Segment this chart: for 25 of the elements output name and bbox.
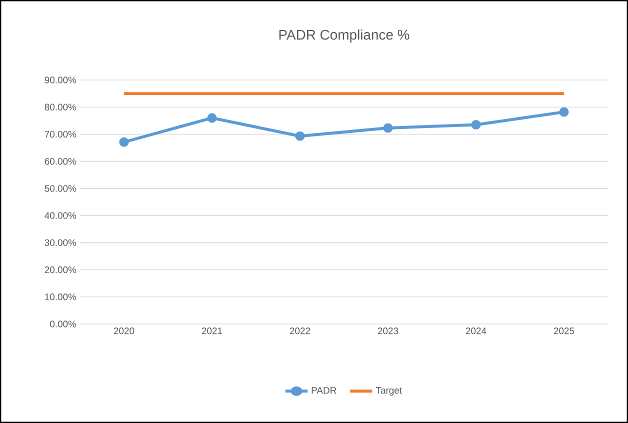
y-tick-label: 10.00% — [45, 294, 76, 300]
point — [559, 107, 569, 117]
legend-label: PADR — [312, 387, 336, 394]
legend-label: Target — [376, 387, 402, 396]
x-tick-label: 2020 — [114, 328, 134, 334]
x-tick-label: 2022 — [290, 328, 310, 334]
point — [383, 123, 393, 133]
chart-title: PADR Compliance % — [279, 29, 410, 42]
point — [207, 113, 217, 123]
y-tick-label: 30.00% — [44, 239, 76, 246]
y-tick-label: 50.00% — [44, 185, 76, 192]
y-tick-label: 80.00% — [44, 104, 76, 110]
x-tick-label: 2021 — [202, 328, 222, 334]
point — [119, 137, 129, 147]
y-tick-label: 60.00% — [44, 158, 76, 165]
point — [471, 120, 481, 130]
y-tick-label: 0.00% — [50, 320, 76, 328]
y-tick-label: 90.00% — [44, 76, 76, 84]
y-tick-label: 20.00% — [44, 266, 76, 274]
point — [295, 131, 305, 141]
x-tick-label: 2024 — [466, 328, 486, 334]
y-tick-label: 40.00% — [44, 212, 76, 219]
y-tick-label: 70.00% — [44, 130, 76, 138]
x-tick-label: 2023 — [378, 328, 398, 334]
x-tick-label: 2025 — [554, 328, 574, 334]
